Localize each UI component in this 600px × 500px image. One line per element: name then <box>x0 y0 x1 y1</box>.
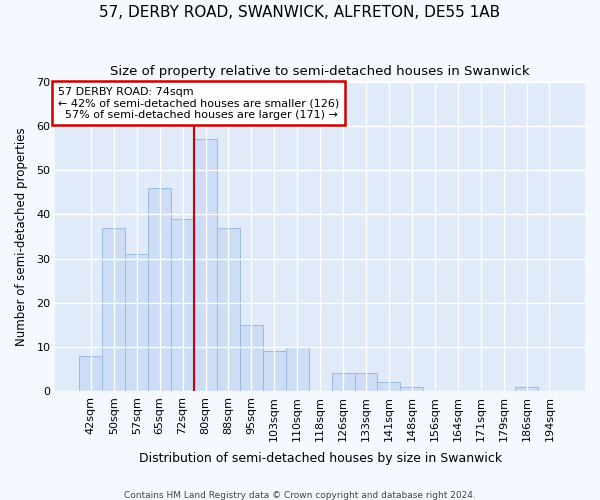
Y-axis label: Number of semi-detached properties: Number of semi-detached properties <box>15 127 28 346</box>
Bar <box>377 382 400 391</box>
Bar <box>286 347 308 391</box>
Bar <box>171 219 194 391</box>
Bar <box>103 228 125 391</box>
Bar <box>125 254 148 391</box>
Bar <box>240 325 263 391</box>
Title: Size of property relative to semi-detached houses in Swanwick: Size of property relative to semi-detach… <box>110 65 530 78</box>
Text: 57 DERBY ROAD: 74sqm
← 42% of semi-detached houses are smaller (126)
  57% of se: 57 DERBY ROAD: 74sqm ← 42% of semi-detac… <box>58 86 339 120</box>
Bar <box>217 228 240 391</box>
Bar <box>332 374 355 391</box>
Bar <box>79 356 103 391</box>
X-axis label: Distribution of semi-detached houses by size in Swanwick: Distribution of semi-detached houses by … <box>139 452 502 465</box>
Bar <box>400 386 424 391</box>
Bar <box>194 140 217 391</box>
Bar <box>263 352 286 391</box>
Text: Contains HM Land Registry data © Crown copyright and database right 2024.: Contains HM Land Registry data © Crown c… <box>124 490 476 500</box>
Bar <box>515 386 538 391</box>
Bar <box>148 188 171 391</box>
Bar <box>355 374 377 391</box>
Text: 57, DERBY ROAD, SWANWICK, ALFRETON, DE55 1AB: 57, DERBY ROAD, SWANWICK, ALFRETON, DE55… <box>100 5 500 20</box>
